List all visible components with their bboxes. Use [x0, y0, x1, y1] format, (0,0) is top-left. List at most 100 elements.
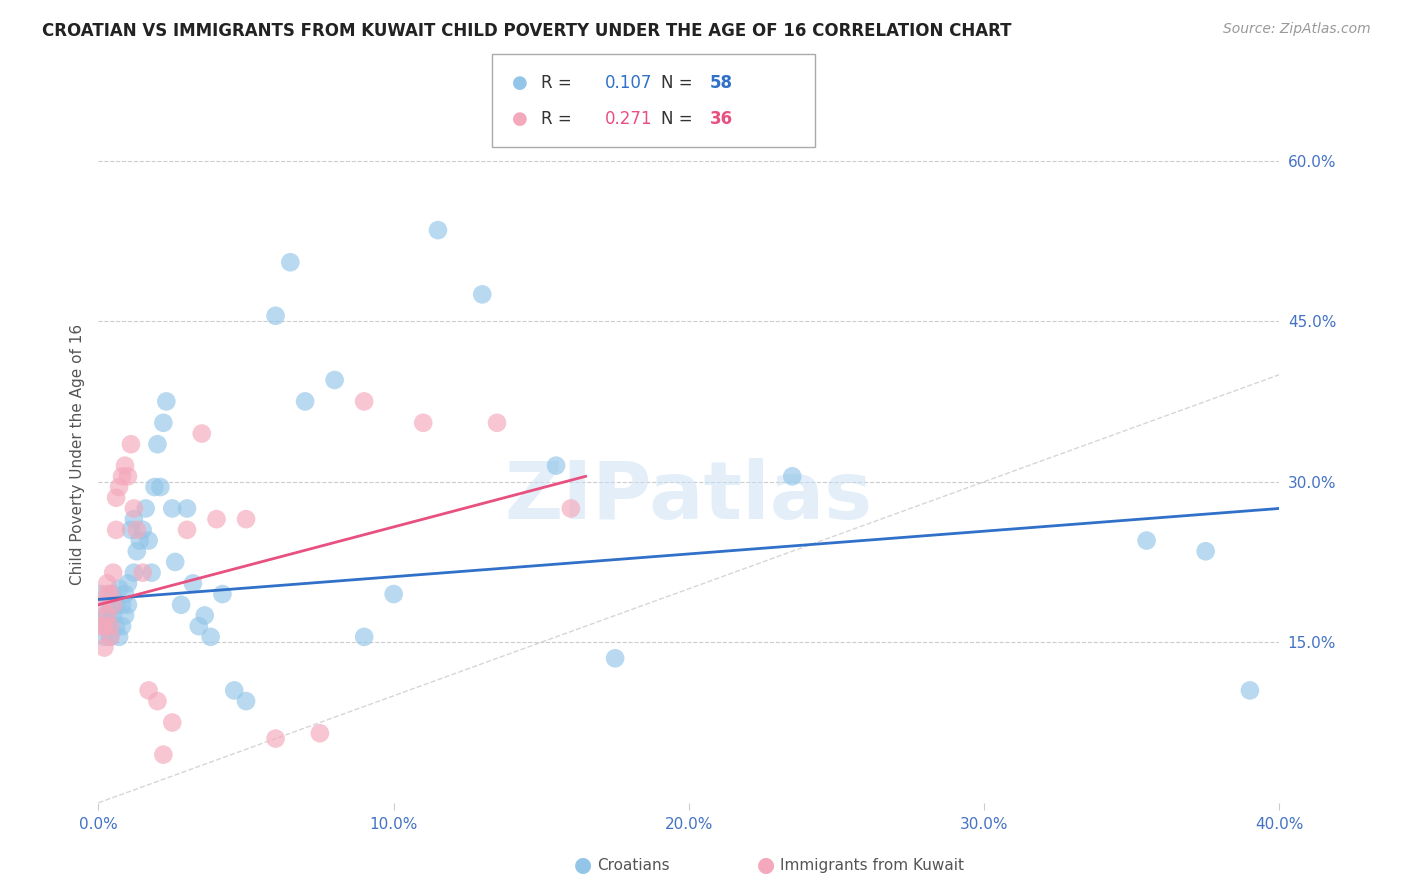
Text: 58: 58: [710, 74, 733, 93]
Point: [105, 491, 128, 505]
Point: [278, 255, 302, 269]
Point: [170, 598, 193, 612]
Text: N =: N =: [661, 74, 697, 93]
Text: ZIPatlas: ZIPatlas: [505, 458, 873, 536]
Point: [93, 640, 115, 655]
Point: [93, 619, 115, 633]
Text: R =: R =: [541, 110, 578, 128]
Point: [111, 469, 134, 483]
Point: [103, 587, 125, 601]
Point: [165, 555, 187, 569]
Point: [200, 630, 222, 644]
Point: [235, 694, 257, 708]
Point: [96, 619, 118, 633]
Point: [1195, 544, 1218, 558]
Point: [108, 630, 131, 644]
Point: [412, 416, 434, 430]
Point: [149, 480, 172, 494]
Point: [111, 598, 134, 612]
Text: ●: ●: [512, 74, 529, 93]
Point: [382, 587, 405, 601]
Text: CROATIAN VS IMMIGRANTS FROM KUWAIT CHILD POVERTY UNDER THE AGE OF 16 CORRELATION: CROATIAN VS IMMIGRANTS FROM KUWAIT CHILD…: [42, 22, 1012, 40]
Point: [141, 566, 163, 580]
Point: [125, 523, 148, 537]
Point: [235, 512, 257, 526]
Point: [111, 619, 134, 633]
Text: ●: ●: [512, 110, 529, 128]
Point: [120, 523, 142, 537]
Text: N =: N =: [661, 110, 697, 128]
Point: [98, 587, 121, 601]
Point: [323, 373, 346, 387]
Point: [128, 533, 150, 548]
Point: [105, 619, 128, 633]
Point: [353, 394, 375, 409]
Point: [782, 469, 804, 483]
Point: [1239, 683, 1261, 698]
Point: [103, 598, 125, 612]
Text: 0.107: 0.107: [605, 74, 652, 93]
Point: [162, 501, 183, 516]
Point: [264, 731, 287, 746]
Point: [96, 608, 118, 623]
Point: [98, 630, 121, 644]
Point: [114, 608, 136, 623]
Point: [122, 512, 145, 526]
Point: [353, 630, 375, 644]
Point: [471, 287, 494, 301]
Text: Source: ZipAtlas.com: Source: ZipAtlas.com: [1223, 22, 1371, 37]
Point: [194, 608, 217, 623]
Point: [103, 608, 125, 623]
Point: [146, 437, 169, 451]
Point: [98, 619, 121, 633]
Point: [96, 608, 118, 623]
Point: [211, 587, 233, 601]
Point: [155, 394, 177, 409]
Point: [605, 651, 627, 665]
Point: [427, 223, 450, 237]
Y-axis label: Child Poverty Under the Age of 16: Child Poverty Under the Age of 16: [70, 325, 86, 585]
Point: [132, 566, 155, 580]
Point: [96, 587, 118, 601]
Point: [152, 416, 174, 430]
Point: [117, 598, 139, 612]
Point: [93, 630, 115, 644]
Point: [93, 608, 115, 623]
Point: [108, 582, 131, 596]
Point: [122, 501, 145, 516]
Point: [105, 598, 128, 612]
Point: [125, 544, 148, 558]
Point: [176, 501, 198, 516]
Point: [191, 426, 214, 441]
Point: [264, 309, 287, 323]
Point: [546, 458, 568, 473]
Point: [90, 598, 112, 612]
Point: [103, 566, 125, 580]
Point: [135, 501, 157, 516]
Point: [132, 523, 155, 537]
Point: [114, 587, 136, 601]
Point: [117, 576, 139, 591]
Point: [1135, 533, 1157, 548]
Point: [120, 437, 142, 451]
Point: [181, 576, 204, 591]
Point: [560, 501, 582, 516]
Point: [114, 458, 136, 473]
Point: [294, 394, 316, 409]
Point: [98, 630, 121, 644]
Text: R =: R =: [541, 74, 578, 93]
Point: [108, 480, 131, 494]
Point: [98, 598, 121, 612]
Point: [138, 533, 160, 548]
Point: [187, 619, 209, 633]
Point: [176, 523, 198, 537]
Text: Immigrants from Kuwait: Immigrants from Kuwait: [780, 858, 965, 872]
Point: [146, 694, 169, 708]
Point: [105, 523, 128, 537]
Text: 0.271: 0.271: [605, 110, 652, 128]
Point: [309, 726, 332, 740]
Point: [205, 512, 228, 526]
Point: [224, 683, 246, 698]
Text: ●: ●: [758, 855, 775, 875]
Point: [152, 747, 174, 762]
